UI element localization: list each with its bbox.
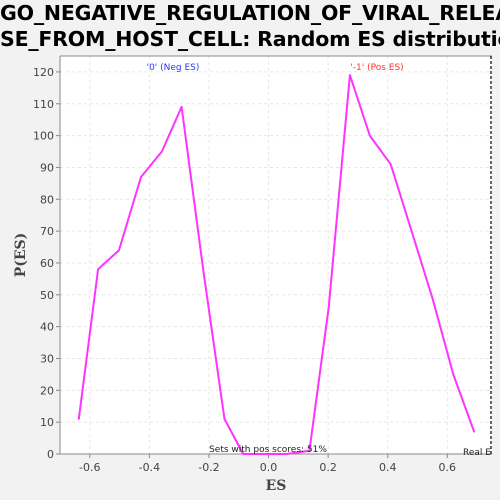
y-tick-label: 70 xyxy=(40,225,54,238)
data-point xyxy=(160,150,163,153)
data-point xyxy=(389,163,392,166)
data-point xyxy=(242,453,245,455)
data-point xyxy=(223,418,226,420)
data-point xyxy=(180,106,183,108)
neg-es-label: '0' (Neg ES) xyxy=(147,63,200,73)
real-es-label: Real E xyxy=(463,448,491,458)
data-point xyxy=(97,268,100,271)
data-point xyxy=(77,418,80,420)
x-tick-label: 0.0 xyxy=(260,461,278,474)
gridlines xyxy=(60,56,492,455)
data-point xyxy=(348,74,351,77)
y-tick-label: 50 xyxy=(40,289,54,302)
data-point xyxy=(473,430,476,433)
y-tick-label: 20 xyxy=(40,384,54,397)
chart-title-line-1: GO_NEGATIVE_REGULATION_OF_VIRAL_RELEA xyxy=(0,1,500,25)
data-point xyxy=(202,271,205,274)
y-tick-label: 0 xyxy=(47,448,54,461)
x-tick-label: -0.4 xyxy=(139,461,160,474)
data-point xyxy=(286,453,288,455)
data-point xyxy=(368,134,371,137)
y-tick-label: 10 xyxy=(40,416,54,429)
x-tick-label: 0.2 xyxy=(319,461,337,474)
y-tick-label: 40 xyxy=(40,321,54,334)
data-point xyxy=(410,230,413,233)
y-tick-label: 100 xyxy=(33,130,54,143)
pos-scores-footer: Sets with pos scores: 51% xyxy=(209,445,327,455)
pos-es-label: '-1' (Pos ES) xyxy=(350,63,403,73)
chart-title-line-2: SE_FROM_HOST_CELL: Random ES distributio… xyxy=(0,27,500,51)
data-point xyxy=(118,249,120,252)
y-tick-label: 60 xyxy=(40,257,54,270)
y-tick-label: 120 xyxy=(33,66,54,79)
data-point xyxy=(140,176,142,178)
plot-area xyxy=(60,56,492,454)
x-tick-label: 0.6 xyxy=(439,461,457,474)
series-layer xyxy=(77,74,476,455)
y-tick-label: 30 xyxy=(40,352,54,365)
x-tick-label: -0.2 xyxy=(198,461,219,474)
y-tick-label: 90 xyxy=(40,161,54,174)
data-point xyxy=(264,453,266,455)
data-point xyxy=(327,306,330,309)
x-tick-label: -0.6 xyxy=(79,461,100,474)
data-point xyxy=(431,297,434,299)
x-tick-label: 0.4 xyxy=(379,461,397,474)
y-axis-title: P(ES) xyxy=(13,233,29,278)
data-point xyxy=(308,449,311,452)
series-line xyxy=(77,74,476,455)
y-tick-label: 110 xyxy=(33,98,54,111)
data-point xyxy=(452,373,455,376)
x-axis-title: ES xyxy=(266,478,287,494)
axis-ticks: 0 10 20 30 40 50 60 70 80 90 100 110 120 -0.6 -0.4 -0.2… xyxy=(33,66,456,474)
chart-title: GO_NEGATIVE_REGULATION_OF_VIRAL_RELEA SE… xyxy=(0,0,500,52)
y-tick-label: 80 xyxy=(40,193,54,206)
